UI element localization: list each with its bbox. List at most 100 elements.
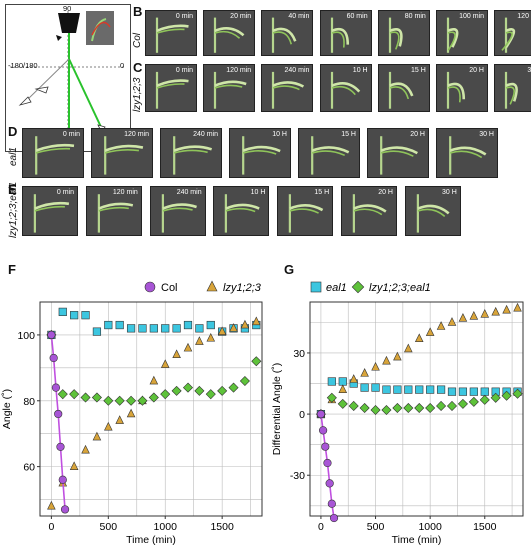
photo-frame: 100 min — [436, 10, 488, 56]
data-point — [425, 402, 436, 414]
genotype-label-e: lzy1;2;3;eal1 — [8, 181, 19, 238]
data-point — [228, 382, 239, 393]
seedling-graphic — [388, 17, 403, 53]
data-point — [457, 398, 468, 409]
seedling-graphic — [272, 71, 305, 109]
data-point — [137, 395, 148, 406]
chart-f: 0 500 1000 1500 60 80 100 Time (min) Angle (˚) — [1, 301, 263, 546]
seedling-graphic — [155, 71, 189, 109]
x-tick-label: 0 — [48, 521, 54, 533]
timepoint-label: 240 min — [284, 67, 310, 74]
data-point — [348, 400, 359, 411]
data-point — [149, 324, 158, 333]
data-point — [92, 327, 102, 336]
timepoint-label: 30 H — [527, 67, 531, 74]
seedling-graphic — [33, 194, 70, 233]
seedling-graphic — [446, 17, 459, 53]
data-point — [458, 387, 468, 396]
panel-b-label: B — [133, 4, 143, 19]
timepoint-label: 120 min — [517, 13, 531, 20]
timepoint-label: 15 H — [314, 189, 330, 196]
x-tick-label: 1000 — [154, 521, 178, 533]
photo-frame: 0 min — [22, 128, 84, 178]
photo-frame: 20 H — [341, 186, 397, 236]
photo-frame: 10 H — [229, 128, 291, 178]
data-point — [513, 302, 522, 312]
data-point — [501, 390, 512, 401]
x-tick-label: 0 — [318, 521, 324, 533]
plot-frame — [309, 301, 524, 517]
data-point — [403, 402, 414, 414]
data-point — [126, 324, 136, 333]
photo-frame: 15 H — [377, 64, 430, 112]
tick-left: -180/180 — [8, 61, 38, 70]
photo-frame: 30 H — [494, 64, 531, 112]
data-point — [54, 409, 63, 419]
timepoint-label: 30 H — [442, 189, 457, 196]
data-point — [92, 431, 102, 441]
data-point — [447, 317, 457, 326]
photo-frame: 120 min — [91, 128, 153, 178]
timepoint-label: 10 H — [250, 189, 266, 196]
seedling-graphic — [161, 194, 197, 233]
data-point — [337, 398, 348, 409]
x-tick-label: 500 — [100, 521, 118, 533]
seedling-graphic — [272, 17, 297, 53]
data-point — [58, 307, 67, 316]
seedling-graphic — [214, 17, 245, 53]
panel-c-label: C — [133, 60, 143, 75]
data-point — [194, 385, 205, 396]
data-point — [512, 388, 523, 399]
data-point — [316, 409, 326, 419]
data-point — [360, 368, 369, 377]
data-point — [104, 320, 113, 330]
data-point — [57, 389, 68, 400]
data-point — [338, 377, 347, 386]
data-point — [217, 326, 227, 335]
seedling-graphic — [352, 194, 387, 233]
data-point — [327, 377, 336, 386]
data-point — [436, 385, 446, 394]
legend: Col lzy1;2;3 eal1 lzy1;2;3;eal1 — [144, 280, 431, 294]
data-point — [206, 332, 216, 342]
data-point — [491, 306, 500, 316]
data-point — [446, 400, 458, 411]
y-tick-label: 80 — [23, 396, 35, 408]
timepoint-label: 0 min — [56, 189, 74, 196]
data-point — [69, 461, 79, 470]
data-point — [319, 426, 328, 435]
data-point — [468, 396, 479, 407]
data-point — [502, 304, 511, 314]
data-point — [103, 395, 114, 406]
data-point — [240, 319, 250, 329]
y-tick-label: -30 — [290, 470, 305, 482]
data-point — [404, 385, 413, 394]
data-point — [393, 351, 402, 361]
data-point — [251, 356, 262, 367]
series — [316, 302, 522, 418]
seedling-graphic — [214, 71, 247, 109]
data-point — [182, 382, 194, 393]
data-point — [426, 385, 435, 394]
photo-frame: 80 min — [377, 10, 430, 56]
tick-right: 0 — [120, 61, 125, 70]
x-tick-label: 1500 — [210, 521, 234, 533]
y-tick-label: 30 — [293, 348, 305, 360]
series — [316, 409, 339, 523]
timepoint-label: 10 H — [272, 131, 287, 138]
data-point — [469, 310, 479, 320]
chart-g: 0 500 1000 1500 -30 0 30 Time (min) Differential… — [271, 301, 524, 546]
seedling-graphic — [173, 136, 213, 175]
plot-frame — [39, 301, 263, 517]
photo-frame: 40 min — [261, 10, 314, 56]
timepoint-label: 15 H — [411, 67, 426, 74]
data-point — [161, 324, 170, 333]
seedling-graphic — [416, 194, 450, 233]
timepoint-label: 15 H — [341, 131, 356, 138]
data-point — [393, 385, 402, 394]
timepoint-label: 240 min — [176, 189, 202, 196]
data-point — [171, 385, 182, 396]
seedling-graphic — [155, 17, 189, 53]
data-point — [195, 336, 204, 345]
data-point — [414, 402, 425, 414]
